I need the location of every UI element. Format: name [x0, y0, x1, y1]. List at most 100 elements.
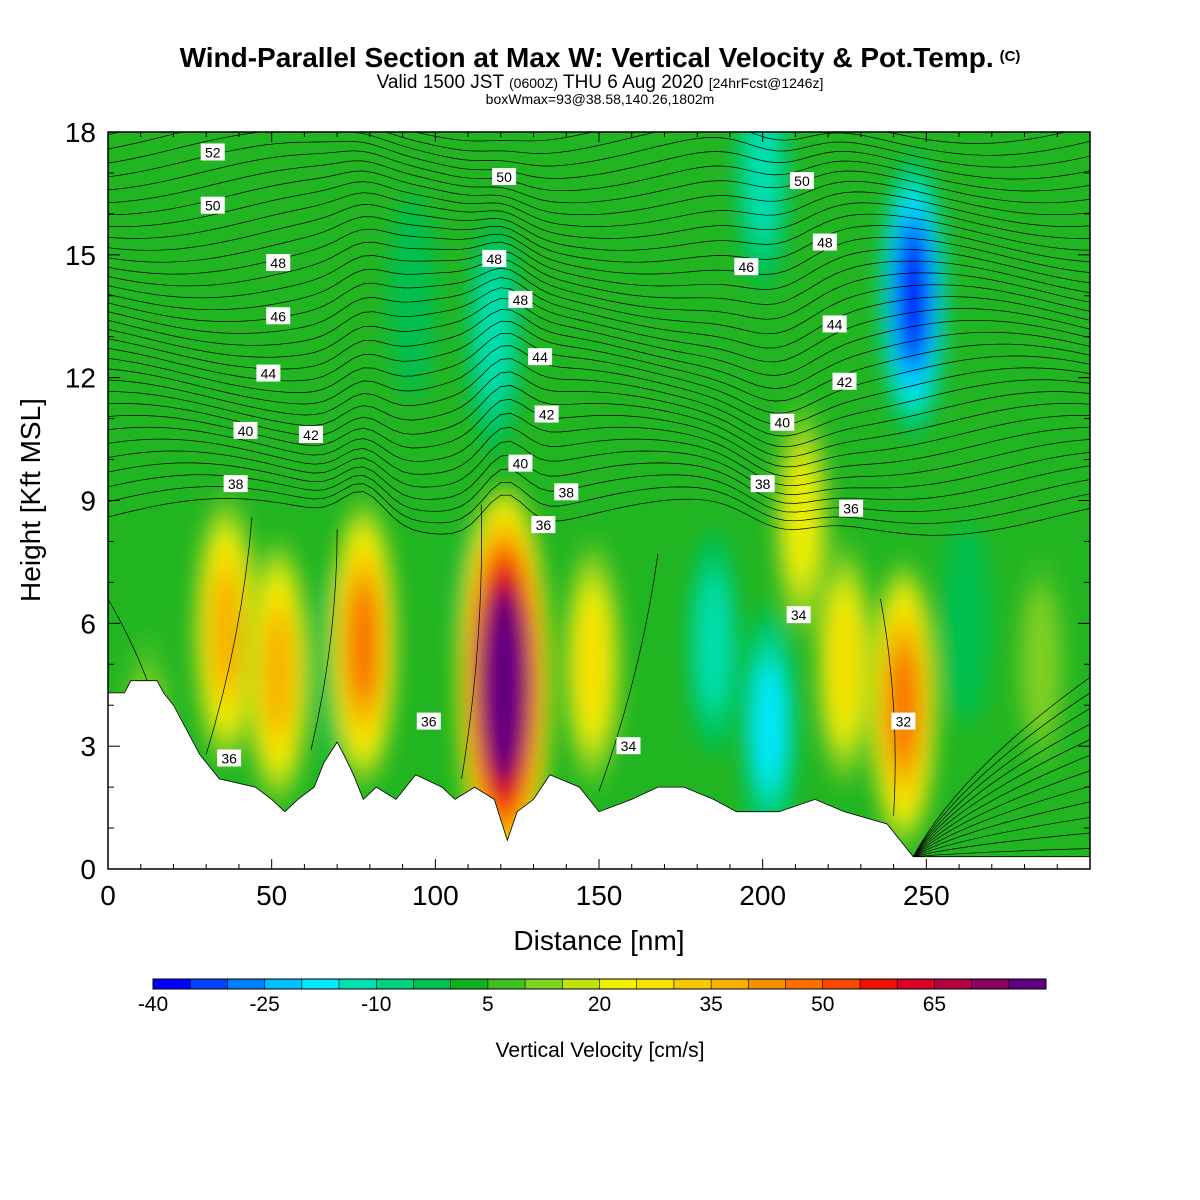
theta-label-text: 36 — [221, 750, 237, 766]
theta-label-text: 44 — [261, 366, 277, 382]
x-tick-label: 0 — [100, 880, 116, 911]
theta-label-text: 50 — [496, 169, 512, 185]
isentrope — [912, 739, 1090, 857]
velocity-cell — [941, 521, 990, 726]
colorbar-swatch — [599, 979, 638, 989]
isentrope — [108, 258, 1090, 320]
theta-label: 44 — [256, 364, 281, 382]
theta-label: 36 — [839, 499, 864, 517]
isentrope — [108, 287, 1090, 363]
colorbar-swatch — [897, 979, 935, 989]
theta-label-text: 38 — [755, 476, 771, 492]
colorbar-tick-label: 35 — [699, 993, 722, 1016]
velocity-contour — [754, 664, 784, 787]
theta-label: 46 — [734, 258, 759, 276]
theta-label: 52 — [200, 143, 225, 161]
isentrope — [108, 150, 1090, 192]
colorbar-swatch — [339, 979, 377, 989]
theta-label-text: 42 — [837, 374, 853, 390]
isentrope — [108, 241, 1090, 290]
theta-label: 48 — [482, 249, 507, 267]
theta-label: 50 — [492, 168, 517, 186]
theta-label-text: 46 — [270, 308, 286, 324]
theta-label: 44 — [528, 348, 553, 366]
theta-label-text: 38 — [228, 476, 244, 492]
velocity-cells — [121, 132, 1066, 869]
theta-label: 36 — [416, 712, 441, 730]
y-tick-label: 3 — [80, 731, 96, 762]
theta-label: 38 — [750, 475, 775, 493]
isentrope — [108, 192, 1090, 239]
colorbar-swatch — [971, 979, 1010, 989]
isentrope — [108, 371, 1090, 448]
velocity-cell — [735, 132, 791, 290]
theta-label: 42 — [832, 372, 857, 390]
velocity-contour — [830, 606, 859, 723]
isentrope — [913, 817, 1090, 858]
theta-label-text: 40 — [238, 423, 254, 439]
x-axis: 0 50 100 150 200 250 — [100, 132, 1091, 911]
theta-label-text: 34 — [621, 738, 637, 754]
theta-label-text: 46 — [739, 259, 755, 275]
theta-label: 42 — [298, 425, 323, 443]
velocity-contour — [578, 605, 607, 723]
theta-label-text: 36 — [421, 714, 437, 730]
isentrope — [108, 297, 1090, 376]
theta-label-text: 52 — [205, 144, 221, 160]
colorbar-swatch — [376, 979, 414, 989]
colorbar-tick-label: 20 — [588, 993, 611, 1016]
isentrope — [108, 412, 1090, 477]
velocity-contour — [698, 579, 729, 709]
velocity-contour — [212, 575, 240, 688]
y-tick-label: 0 — [80, 854, 96, 885]
copyright-mark: (C) — [999, 48, 1021, 65]
theta-label-text: 34 — [791, 607, 807, 623]
isentrope — [913, 832, 1090, 858]
theta-label: 42 — [534, 405, 559, 423]
theta-label-text: 36 — [843, 501, 859, 517]
theta-label-text: 42 — [303, 427, 319, 443]
isentrope — [108, 345, 1090, 426]
colorbar-tick-label: -10 — [361, 993, 391, 1016]
velocity-contour — [787, 459, 817, 583]
isentrope — [108, 358, 1090, 437]
isentrope — [108, 454, 1090, 504]
isentrope — [912, 754, 1090, 857]
isentrope — [913, 785, 1090, 857]
isentrope — [108, 468, 1090, 513]
x-tick-label: 250 — [903, 880, 950, 911]
isentrope — [108, 160, 1090, 204]
theta-label-text: 42 — [539, 407, 555, 423]
isentrope — [912, 677, 1090, 857]
isentrope — [912, 723, 1090, 857]
isentrope — [880, 598, 896, 816]
colorbar-swatch — [636, 979, 675, 989]
x-axis-label: Distance [nm] — [513, 925, 684, 956]
isentrope — [461, 504, 482, 779]
plot-area — [108, 132, 1090, 869]
theta-label: 46 — [266, 307, 291, 325]
colorbar-swatch — [673, 979, 712, 989]
colorbar-swatch — [859, 979, 898, 989]
y-tick-label: 18 — [65, 117, 96, 148]
colorbar-swatch — [934, 979, 973, 989]
velocity-cell — [867, 556, 939, 855]
isentrope — [598, 553, 659, 792]
theta-label: 40 — [770, 413, 795, 431]
theta-label-text: 36 — [536, 517, 552, 533]
colorbar-label: Vertical Velocity [cm/s] — [496, 1039, 705, 1062]
theta-label-text: 48 — [486, 251, 502, 267]
theta-label: 44 — [822, 315, 847, 333]
isentrope — [108, 250, 1090, 305]
theta-label: 38 — [223, 475, 248, 493]
colorbar-tick-label: 50 — [811, 993, 834, 1016]
isentrope — [912, 708, 1090, 857]
theta-label: 40 — [508, 454, 533, 472]
colorbar-swatch — [785, 979, 824, 989]
colorbar-swatch — [822, 979, 861, 989]
isentrope — [108, 332, 1090, 414]
isentrope — [310, 529, 338, 751]
theta-label-text: 48 — [817, 235, 833, 251]
